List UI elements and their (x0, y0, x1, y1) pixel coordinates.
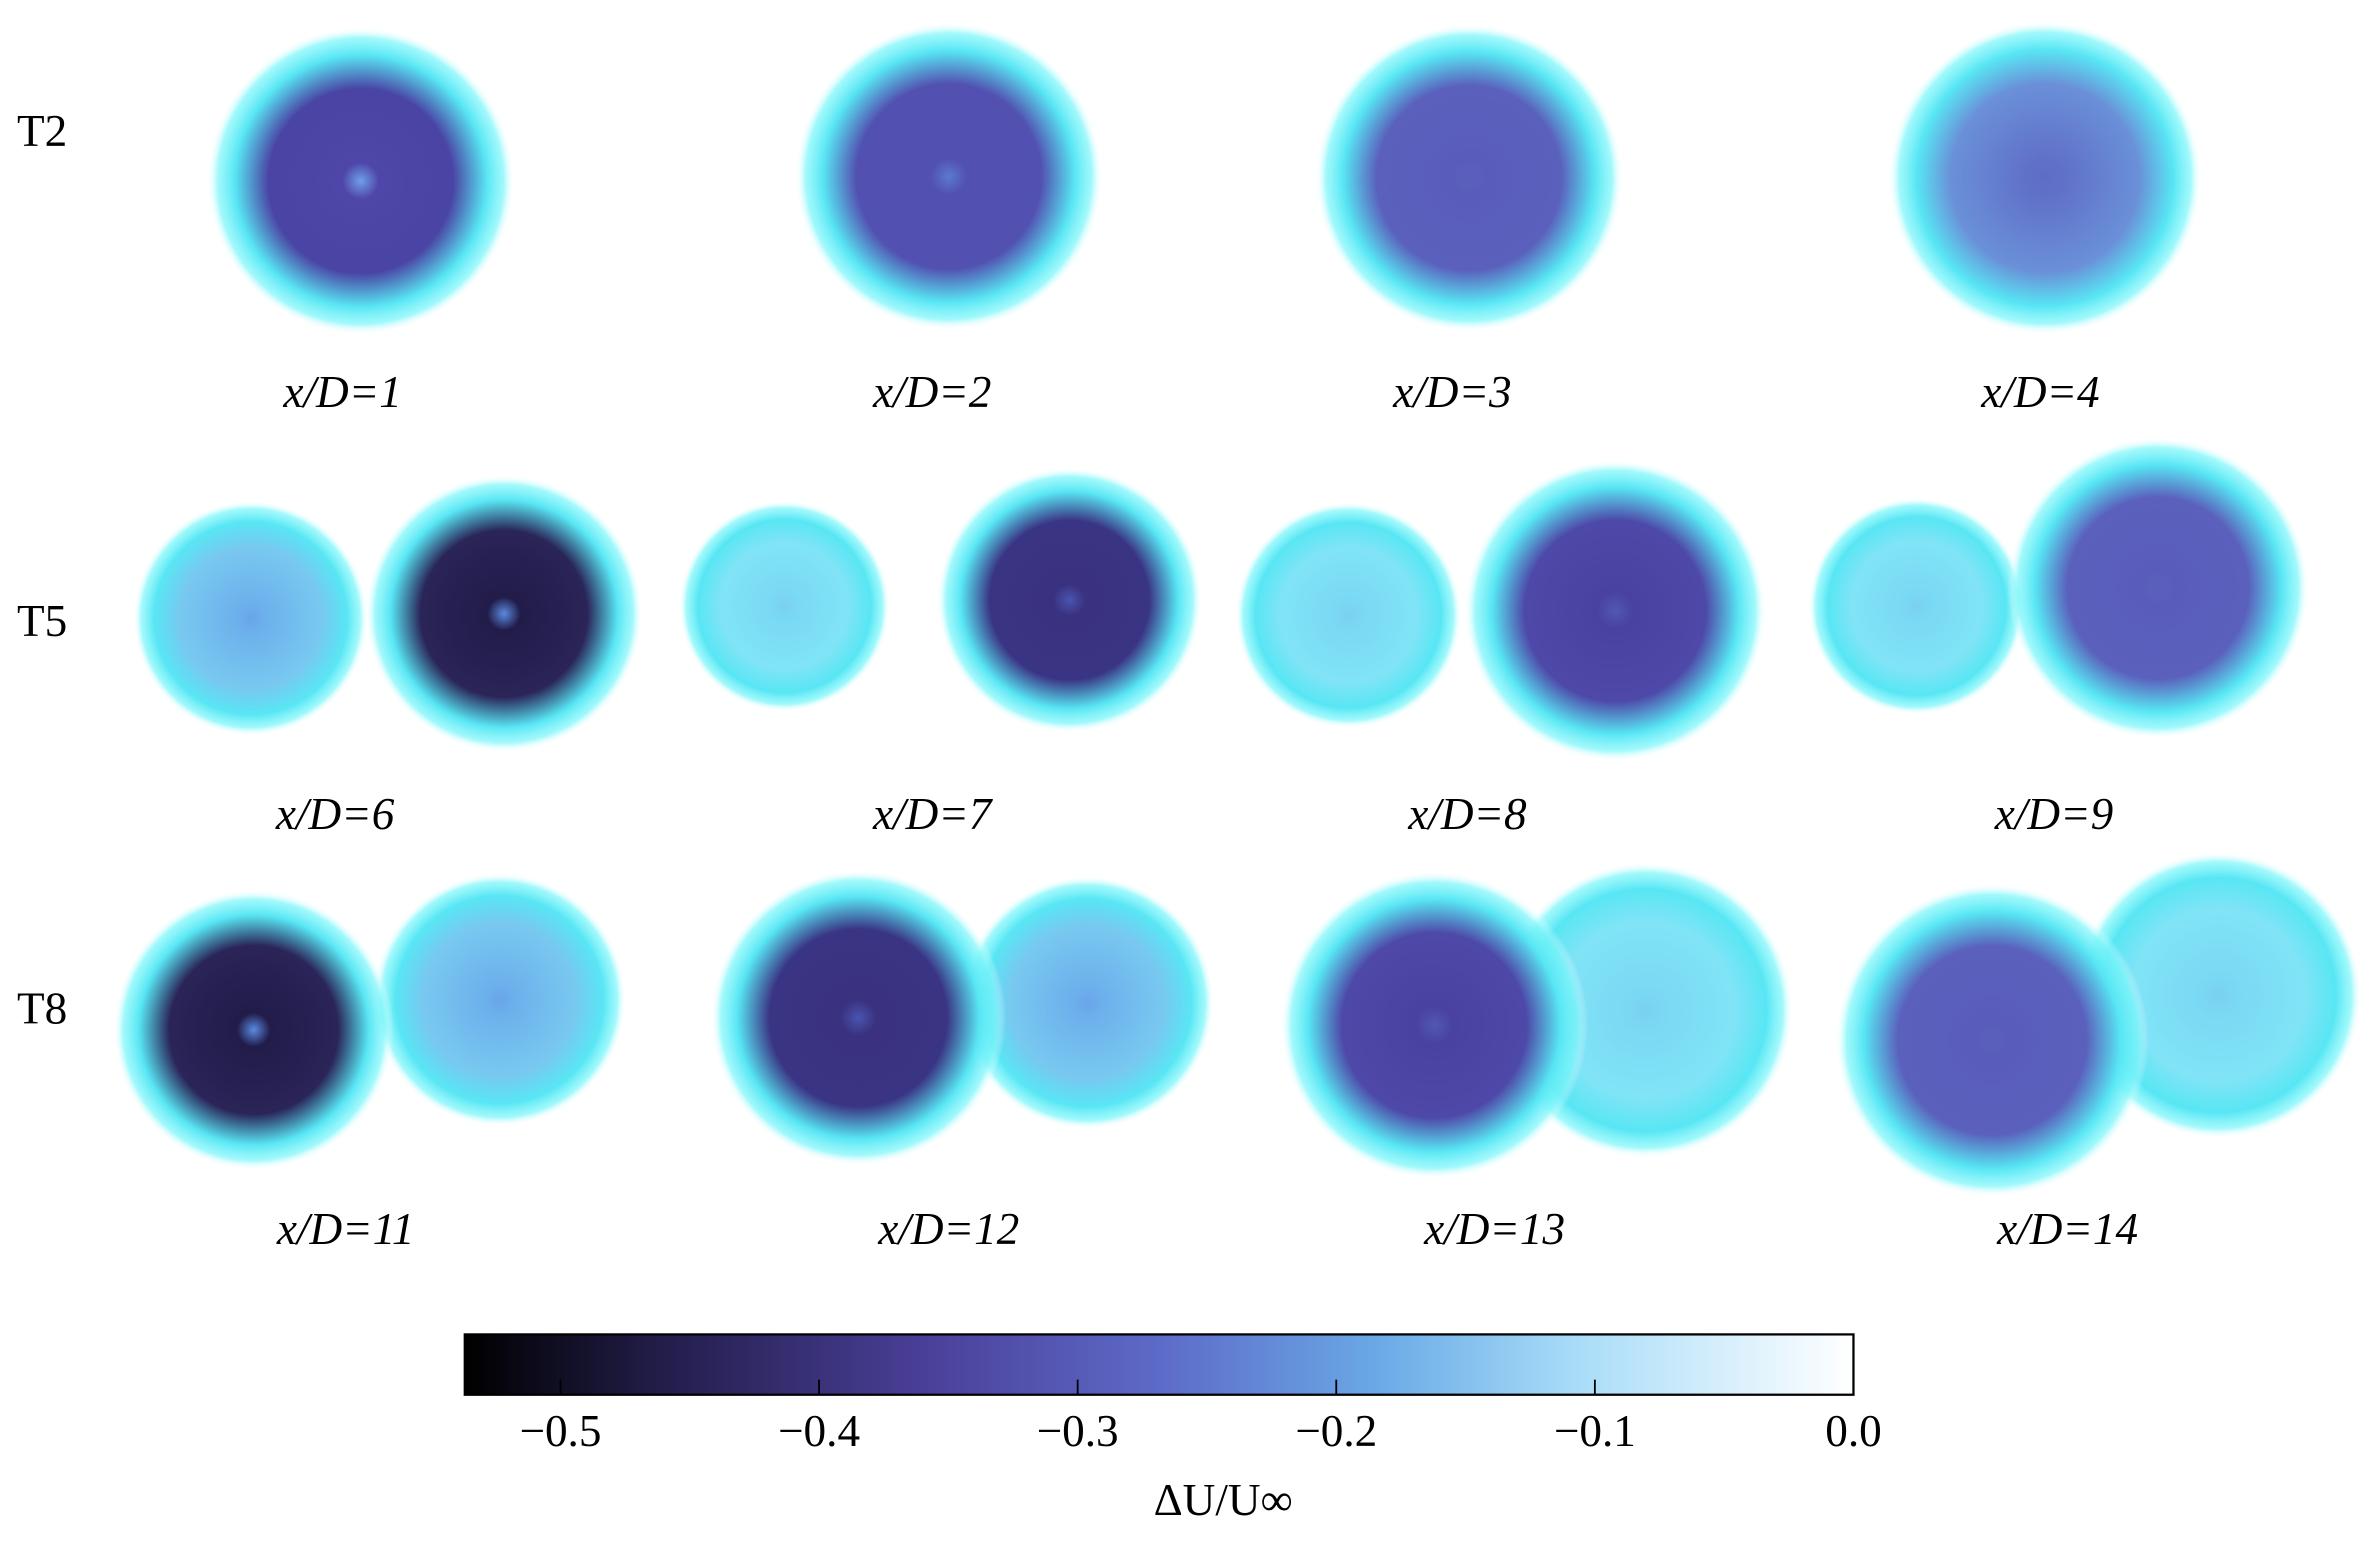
wake-disk (206, 27, 515, 335)
colorbar-label: ΔU/U∞ (1154, 1475, 1293, 1525)
wake-disk (1835, 883, 2149, 1198)
row-label: T5 (17, 596, 67, 646)
wake-disk (936, 467, 1203, 733)
wake-disk (1888, 21, 2202, 335)
wake-disk (1808, 497, 2026, 715)
panel-label: x/D=4 (1980, 367, 2099, 417)
colorbar-tick-label: −0.5 (519, 1406, 601, 1456)
panel-label: x/D=13 (1423, 1204, 1565, 1254)
panel-label: x/D=8 (1407, 789, 1527, 839)
colorbar-tick-label: 0.0 (1825, 1406, 1882, 1456)
panel-label: x/D=6 (275, 789, 395, 839)
wake-disk (365, 474, 643, 753)
panel-label: x/D=2 (872, 367, 991, 417)
wake-disk (133, 500, 369, 736)
colorbar-tick-label: −0.3 (1037, 1406, 1119, 1456)
wake-disk (710, 870, 1007, 1166)
wake-disk (372, 873, 627, 1127)
wake-disk (2007, 437, 2309, 739)
colorbar (463, 1333, 1855, 1396)
colorbar-tick-label: −0.2 (1295, 1406, 1377, 1456)
panel-label: x/D=3 (1392, 367, 1511, 417)
wake-disk (794, 22, 1103, 331)
wake-disk (960, 876, 1215, 1130)
panel-label: x/D=14 (1996, 1204, 2138, 1254)
wake-disk (113, 889, 394, 1171)
colorbar-tick-label: −0.4 (778, 1406, 860, 1456)
row-label: T2 (17, 106, 67, 156)
colorbar-tick-label: −0.1 (1554, 1406, 1636, 1456)
wake-disk (1464, 459, 1767, 762)
row-label: T8 (17, 984, 67, 1034)
panel-label: x/D=7 (872, 789, 994, 839)
wake-disk (1315, 24, 1623, 332)
wake-disk (1280, 871, 1589, 1180)
panel-label: x/D=11 (276, 1204, 415, 1254)
panel-label: x/D=12 (877, 1204, 1019, 1254)
wake-disk (678, 500, 890, 712)
wake-disk (1235, 502, 1462, 729)
panel-label: x/D=9 (1994, 789, 2113, 839)
panel-label: x/D=1 (282, 367, 401, 417)
